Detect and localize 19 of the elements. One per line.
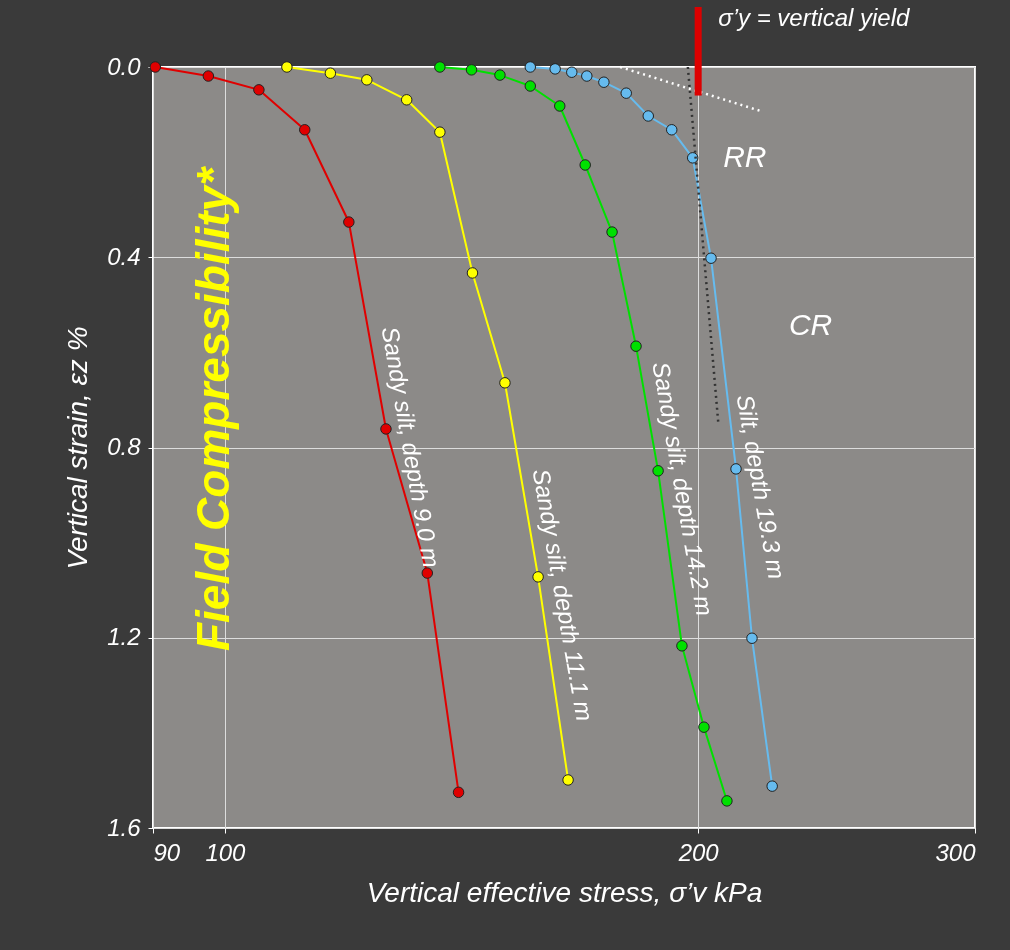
x-tick-label: 100 [205,838,247,866]
y-axis-title: Vertical strain, εz % [62,326,94,570]
annotation: RR [723,140,767,174]
annotation: σ’y = vertical yield [718,4,911,31]
x-axis-title: Vertical effective stress, σ’v kPa [366,876,763,908]
text: Silt, depth 19.3 m [731,392,791,582]
text: Sandy silt, depth 14.2 m [647,359,719,618]
text: Sandy silt, depth 9.0 m [376,324,446,570]
annotation: CR [788,307,833,341]
y-tick-label: 1.2 [107,623,141,651]
x-tick-label: 300 [935,838,977,866]
x-tick-label: 200 [677,838,720,866]
y-tick-label: 1.6 [107,813,142,841]
y-tick-label: 0.0 [107,52,142,80]
annotation: Field Compressibility* [187,165,239,652]
x-tick-label: 90 [153,838,181,866]
text: Sandy silt, depth 11.1 m [527,466,599,724]
y-tick-label: 0.4 [107,242,141,270]
y-tick-label: 0.8 [107,433,142,460]
